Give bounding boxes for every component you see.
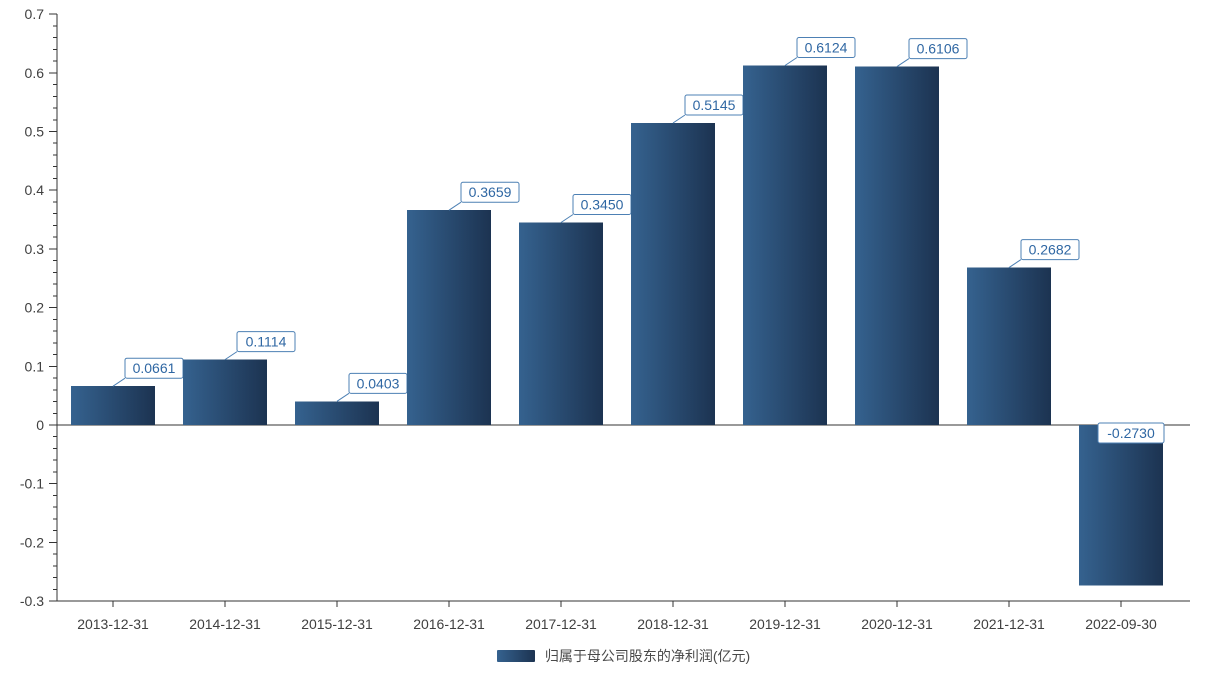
svg-text:0.1114: 0.1114 bbox=[246, 334, 287, 350]
bar-2016-12-31 bbox=[407, 210, 491, 425]
value-label: 0.0661 bbox=[112, 357, 184, 387]
x-tick-label: 2020-12-31 bbox=[861, 616, 933, 632]
bar-2022-09-30 bbox=[1079, 425, 1163, 586]
x-tick-label: 2019-12-31 bbox=[749, 616, 821, 632]
x-tick-label: 2017-12-31 bbox=[525, 616, 597, 632]
value-label: 0.3659 bbox=[448, 181, 520, 211]
bar-chart-canvas: -0.3 -0.2 -0.1 0 0.1 0.2 0.3 0.4 0.5 0.6 0.7 2013-1… bbox=[20, 6, 1190, 632]
svg-text:-0.2730: -0.2730 bbox=[1107, 425, 1155, 441]
y-tick-label: 0.4 bbox=[25, 182, 45, 198]
y-tick-label: -0.3 bbox=[20, 593, 44, 609]
legend-swatch-icon bbox=[496, 650, 535, 662]
value-label: 0.6124 bbox=[784, 37, 856, 66]
value-label: 0.6106 bbox=[896, 38, 968, 67]
x-tick-label: 2021-12-31 bbox=[973, 616, 1045, 632]
y-tick-label: -0.1 bbox=[20, 476, 44, 492]
legend-item[interactable]: 归属于母公司股东的净利润(亿元) bbox=[57, 646, 1190, 666]
bar-2021-12-31 bbox=[967, 267, 1051, 425]
bar-2019-12-31 bbox=[743, 65, 827, 425]
svg-text:0.6124: 0.6124 bbox=[805, 40, 848, 56]
bar-2014-12-31 bbox=[183, 359, 267, 425]
svg-text:0.3450: 0.3450 bbox=[581, 196, 624, 212]
value-label: 0.0403 bbox=[336, 372, 408, 402]
svg-text:0.3659: 0.3659 bbox=[469, 184, 512, 200]
y-tick-label: 0.7 bbox=[25, 6, 45, 22]
x-tick-label: 2015-12-31 bbox=[301, 616, 373, 632]
bar-2015-12-31 bbox=[295, 401, 379, 425]
value-label: 0.1114 bbox=[224, 331, 296, 361]
y-tick-label: 0 bbox=[36, 417, 44, 433]
svg-text:0.0661: 0.0661 bbox=[133, 360, 176, 376]
svg-text:0.6106: 0.6106 bbox=[917, 41, 960, 57]
bar-chart: -0.3 -0.2 -0.1 0 0.1 0.2 0.3 0.4 0.5 0.6 0.7 2013-1… bbox=[20, 6, 1190, 632]
y-tick-label: 0.5 bbox=[25, 124, 45, 140]
x-tick-label: 2016-12-31 bbox=[413, 616, 485, 632]
value-label: -0.2730 bbox=[1097, 422, 1165, 444]
y-tick-label: -0.2 bbox=[20, 534, 44, 550]
value-label: 0.5145 bbox=[672, 94, 744, 124]
bar-2020-12-31 bbox=[855, 66, 939, 426]
x-tick-label: 2018-12-31 bbox=[637, 616, 709, 632]
bar-2013-12-31 bbox=[71, 386, 155, 425]
value-label: 0.2682 bbox=[1008, 239, 1080, 268]
y-tick-label: 0.3 bbox=[25, 241, 45, 257]
bar-2018-12-31 bbox=[631, 122, 715, 426]
svg-text:0.2682: 0.2682 bbox=[1029, 242, 1072, 258]
y-tick-label: 0.1 bbox=[25, 358, 45, 374]
svg-text:0.0403: 0.0403 bbox=[357, 375, 400, 391]
svg-text:0.5145: 0.5145 bbox=[693, 97, 736, 113]
value-label: 0.3450 bbox=[560, 193, 632, 223]
x-tick-label: 2014-12-31 bbox=[189, 616, 261, 632]
x-tick-label: 2013-12-31 bbox=[77, 616, 149, 632]
bar-2017-12-31 bbox=[519, 222, 603, 425]
y-tick-label: 0.6 bbox=[25, 65, 45, 81]
y-tick-label: 0.2 bbox=[25, 300, 45, 316]
x-tick-label: 2022-09-30 bbox=[1085, 616, 1157, 632]
legend-label: 归属于母公司股东的净利润(亿元) bbox=[544, 648, 751, 664]
